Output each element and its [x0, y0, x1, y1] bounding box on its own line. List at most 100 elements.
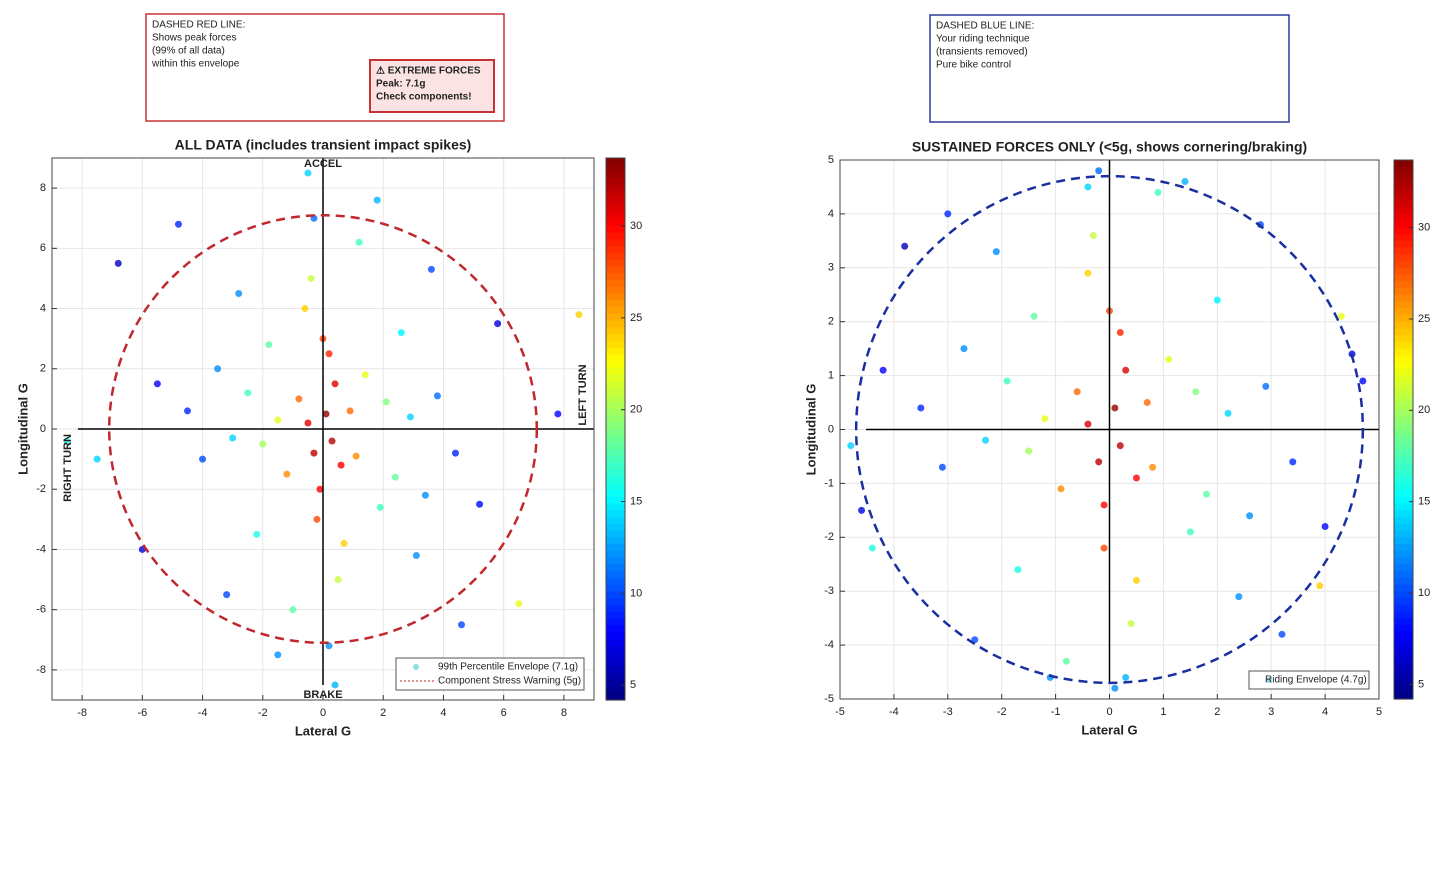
scatter-point: [1213, 296, 1221, 304]
colorbar-segment: [606, 408, 625, 417]
scatter-point: [274, 651, 282, 659]
scatter-point: [421, 491, 429, 499]
scatter-point: [316, 485, 324, 493]
x-axis-label: Lateral G: [295, 723, 351, 738]
colorbar-segment: [606, 666, 625, 674]
legend-box: [1248, 670, 1370, 690]
alert-text: Check components!: [376, 92, 472, 103]
colorbar-segment: [606, 435, 625, 444]
x-tick-label: 8: [561, 707, 567, 719]
colorbar-segment: [606, 293, 625, 301]
colorbar-segment: [1394, 557, 1413, 565]
scatter-point: [1100, 544, 1108, 552]
x-tick-label: 2: [1214, 706, 1220, 718]
colorbar-segment: [1394, 267, 1413, 276]
envelope-circle: [107, 213, 539, 645]
x-tick-label: 6: [501, 707, 507, 719]
scatter-point: [307, 274, 315, 282]
scatter-point: [1192, 388, 1200, 396]
colorbar-segment: [1394, 328, 1413, 336]
x-tick-label: -5: [835, 706, 845, 718]
scatter-point: [199, 455, 207, 463]
colorbar-segment: [1394, 429, 1413, 437]
x-tick-label: -4: [889, 706, 899, 718]
legend-label: Riding Envelope (4.7g): [1265, 675, 1367, 686]
annotation-text: DASHED BLUE LINE:: [936, 21, 1034, 32]
scatter-point: [214, 365, 222, 373]
y-tick-label: 6: [40, 242, 46, 254]
scatter-point: [334, 576, 342, 584]
scatter-point: [858, 506, 866, 514]
scatter-point: [1014, 566, 1022, 574]
colorbar-segment: [606, 286, 625, 295]
scatter-point: [331, 380, 339, 388]
scatter-point: [1143, 399, 1151, 407]
colorbar-segment: [1394, 166, 1413, 175]
colorbar-segment: [1394, 274, 1413, 282]
scatter-point: [301, 305, 309, 313]
colorbar-segment: [606, 510, 625, 518]
colorbar-frame: [1393, 159, 1414, 700]
scatter-point: [1278, 630, 1286, 638]
annotation-text: DASHED RED LINE:: [152, 20, 245, 31]
colorbar-segment: [606, 401, 625, 410]
y-tick-label: 4: [40, 302, 46, 314]
colorbar-segment: [606, 693, 625, 701]
x-tick-label: -8: [77, 707, 87, 719]
alert-box: [369, 59, 495, 113]
scatter-point: [253, 530, 261, 538]
scatter-point: [1181, 178, 1189, 186]
colorbar-segment: [606, 313, 625, 322]
colorbar-segment: [1394, 483, 1413, 491]
scatter-point: [244, 389, 252, 397]
scatter-point: [313, 515, 321, 523]
colorbar-segment: [1394, 220, 1413, 228]
colorbar-segment: [606, 198, 625, 207]
colorbar-segment: [1394, 638, 1413, 646]
scatter-point: [1057, 485, 1065, 493]
scatter-point: [1359, 377, 1367, 385]
chart-title: SUSTAINED FORCES ONLY (<5g, shows corner…: [912, 139, 1307, 155]
scatter-point: [1348, 350, 1356, 358]
scatter-point: [1073, 388, 1081, 396]
x-tick-label: 5: [1376, 706, 1382, 718]
colorbar-segment: [606, 334, 625, 342]
scatter-point: [1132, 474, 1140, 482]
y-tick-label: 0: [40, 423, 46, 435]
colorbar-segment: [606, 530, 625, 538]
colorbar-segment: [1394, 301, 1413, 309]
scatter-point: [1089, 231, 1097, 239]
colorbar-segment: [1394, 577, 1413, 586]
scatter-point: [451, 449, 459, 457]
colorbar-segment: [606, 381, 625, 389]
y-tick-label: -8: [36, 664, 46, 676]
scatter-point: [1165, 355, 1173, 363]
colorbar-segment: [606, 368, 625, 376]
scatter-point: [1224, 409, 1232, 417]
scatter-point: [235, 290, 243, 297]
scatter-point: [289, 606, 297, 614]
colorbar-tick-label: 20: [1418, 404, 1430, 416]
colorbar-segment: [606, 422, 625, 430]
scatter-point: [361, 371, 369, 379]
scatter-point: [1132, 576, 1140, 584]
colorbar-segment: [1394, 213, 1413, 222]
colorbar-segment: [606, 652, 625, 660]
colorbar-segment: [606, 266, 625, 274]
colorbar-segment: [1394, 503, 1413, 511]
colorbar-segment: [606, 252, 625, 261]
y-tick-label: 0: [828, 423, 834, 435]
colorbar-segment: [1394, 645, 1413, 653]
scatter-point: [1100, 501, 1108, 509]
colorbar-segment: [606, 225, 625, 234]
colorbar-segment: [606, 523, 625, 532]
colorbar-tick-label: 10: [630, 587, 642, 599]
scatter-point: [917, 404, 925, 412]
colorbar-segment: [606, 205, 625, 213]
legend-marker: [413, 664, 419, 670]
colorbar-segment: [606, 259, 625, 267]
colorbar-segment: [1394, 523, 1413, 532]
colorbar-frame: [605, 157, 626, 701]
scatter-point: [346, 407, 354, 415]
